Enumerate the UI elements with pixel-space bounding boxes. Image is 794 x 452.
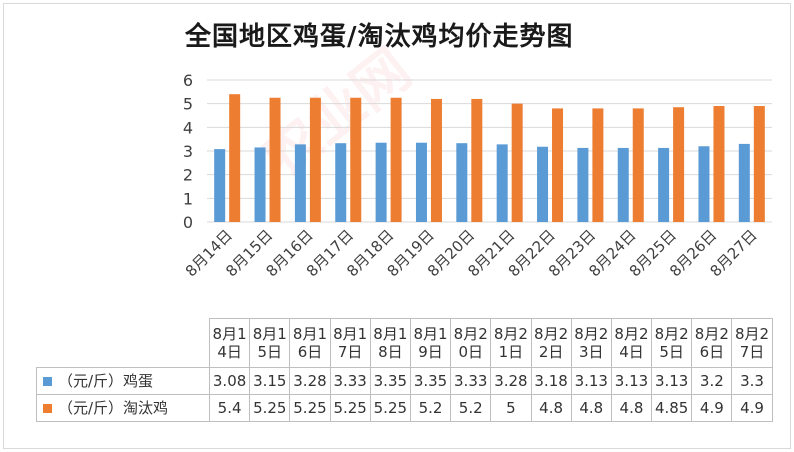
table-header-cell: 8月26日 — [691, 318, 733, 368]
table-cell: 3.3 — [731, 367, 773, 395]
bar-hen — [229, 94, 241, 222]
bar-egg — [456, 143, 468, 222]
bar-hen — [309, 97, 321, 222]
table-header-cell: 8月21日 — [490, 318, 532, 368]
bar-egg — [496, 144, 508, 222]
table-cell: 5.25 — [289, 394, 331, 422]
y-tick-label: 4 — [183, 118, 193, 137]
table-header-cell: 8月20日 — [450, 318, 492, 368]
legend-entry: （元/斤）淘汰鸡 — [36, 394, 210, 422]
bar-egg — [254, 147, 266, 222]
table-row: （元/斤）淘汰鸡 5.4 5.25 5.25 5.25 5.25 5.2 5.2 5 4.8 4.8… — [36, 394, 773, 422]
table-cell: 3.28 — [490, 367, 532, 395]
bar-egg — [658, 147, 670, 222]
table-cell: 3.33 — [329, 367, 371, 395]
bar-hen — [632, 108, 644, 222]
table-cell: 3.28 — [289, 367, 331, 395]
bar-hen — [713, 106, 725, 222]
y-tick-label: 6 — [183, 71, 193, 90]
bar-egg — [375, 142, 387, 222]
table-header-cell: 8月19日 — [409, 318, 452, 368]
table-cell: 5.25 — [329, 394, 371, 422]
chart-title: 全国地区鸡蛋/淘汰鸡均价走势图 — [185, 22, 574, 52]
bar-egg — [335, 143, 347, 222]
table-header-cell: 8月17日 — [329, 318, 371, 368]
series-name: （元/斤）鸡蛋 — [58, 372, 154, 390]
table-cell: 5 — [490, 394, 532, 422]
bar-hen — [269, 97, 281, 222]
bar-hen — [673, 107, 685, 222]
bar-egg — [698, 146, 710, 222]
table-cell: 5.2 — [409, 394, 452, 422]
table-header-cell: 8月18日 — [369, 318, 411, 368]
table-cell: 4.85 — [651, 394, 693, 422]
table-cell: 4.9 — [731, 394, 773, 422]
bar-hen — [552, 108, 564, 222]
table-cell: 3.2 — [691, 367, 733, 395]
table-header-cell: 8月27日 — [731, 318, 773, 368]
table-cell: 3.15 — [249, 367, 291, 395]
bar-egg — [577, 147, 589, 222]
table-header-cell: 8月14日 — [208, 318, 251, 368]
table-cell: 3.13 — [570, 367, 612, 395]
bar-hen — [511, 103, 523, 222]
y-tick-label: 1 — [183, 189, 193, 208]
table-cell: 3.13 — [651, 367, 693, 395]
table-row: （元/斤）鸡蛋 3.08 3.15 3.28 3.33 3.35 3.35 3.33 3.28 3… — [36, 367, 773, 395]
series-name: （元/斤）淘汰鸡 — [58, 399, 169, 417]
table-header-cell: 8月16日 — [289, 318, 331, 368]
table-header-cell: 8月23日 — [570, 318, 612, 368]
table-header-cell: 8月15日 — [249, 318, 291, 368]
bar-egg — [294, 144, 306, 222]
bar-hen — [471, 98, 483, 222]
y-tick-label: 3 — [183, 142, 193, 161]
table-cell: 3.33 — [450, 367, 492, 395]
bar-egg — [415, 142, 427, 222]
table-cell: 4.8 — [610, 394, 653, 422]
table-cell: 4.8 — [570, 394, 612, 422]
bar-egg — [214, 149, 226, 222]
bar-egg — [738, 143, 750, 222]
bar-hen — [430, 98, 442, 222]
y-tick-label: 0 — [183, 213, 193, 232]
y-tick-label: 5 — [183, 95, 193, 114]
bar-hen — [592, 108, 604, 222]
table-cell: 5.4 — [208, 394, 251, 422]
table-header-cell: 8月24日 — [610, 318, 653, 368]
bar-egg — [537, 146, 549, 222]
bar-hen — [390, 97, 402, 222]
bar-egg — [617, 147, 629, 222]
table-corner — [36, 318, 210, 368]
table-cell: 3.13 — [610, 367, 653, 395]
legend-entry: （元/斤）鸡蛋 — [36, 367, 210, 395]
table-header-cell: 8月25日 — [651, 318, 693, 368]
y-tick-label: 2 — [183, 166, 193, 185]
table-cell: 3.35 — [369, 367, 411, 395]
table-cell: 5.25 — [369, 394, 411, 422]
bar-hen — [350, 97, 362, 222]
table-cell: 3.08 — [208, 367, 251, 395]
table-header-cell: 8月22日 — [530, 318, 572, 368]
table-cell: 4.9 — [691, 394, 733, 422]
legend-swatch — [43, 404, 52, 413]
table-cell: 4.8 — [530, 394, 572, 422]
data-table: 8月14日 8月15日 8月16日 8月17日 8月18日 8月19日 8月20日 8月21日… — [36, 318, 773, 422]
table-cell: 5.25 — [249, 394, 291, 422]
table-cell: 3.35 — [409, 367, 452, 395]
legend-swatch — [43, 377, 52, 386]
table-cell: 5.2 — [450, 394, 492, 422]
bar-hen — [753, 106, 765, 222]
table-cell: 3.18 — [530, 367, 572, 395]
